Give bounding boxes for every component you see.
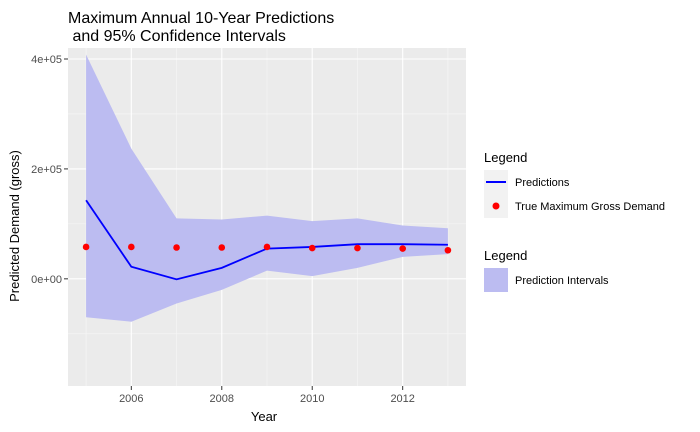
x-tick-label: 2008 [210,393,234,405]
legend-title: Legend [484,150,527,165]
legend-label-predictions: Predictions [515,177,570,189]
legend-intervals: Legend Prediction Intervals [484,248,609,292]
prediction-interval-ribbon-layer [86,54,448,322]
legend-label-true-demand: True Maximum Gross Demand [515,201,665,213]
y-tick-label: 0e+00 [31,274,62,286]
true-demand-point [444,246,452,254]
true-demand-point [82,243,90,251]
chart-title-line-1: Maximum Annual 10-Year Predictions [68,10,334,27]
y-tick-label: 4e+05 [31,54,62,66]
legend-point-swatch [492,202,500,210]
legend-label-prediction-intervals: Prediction Intervals [515,275,609,287]
true-demand-point [308,244,316,252]
true-demand-point [218,244,226,251]
legend-lines-points: Legend Predictions True Maximum Gross De… [484,150,665,218]
chart-title-line-2: and 95% Confidence Intervals [68,28,286,45]
legend-ribbon-swatch [484,268,508,292]
y-axis: 0e+00 2e+05 4e+05 [31,54,68,286]
grid-lines [68,48,466,386]
true-demand-points-layer [82,243,452,254]
x-tick-label: 2006 [119,393,143,405]
prediction-interval-ribbon [86,54,448,322]
true-demand-point [263,243,271,251]
y-axis-title: Predicted Demand (gross) [7,150,22,302]
x-tick-label: 2012 [390,393,414,405]
x-axis-title: Year [251,409,278,424]
true-demand-point [128,243,135,251]
legend-title: Legend [484,248,527,263]
y-tick-label: 2e+05 [31,164,62,176]
true-demand-point [354,244,361,252]
true-demand-point [399,245,406,252]
x-tick-label: 2010 [300,393,324,405]
true-demand-point [173,244,180,251]
x-axis: 2006 2008 2010 2012 [119,386,415,405]
